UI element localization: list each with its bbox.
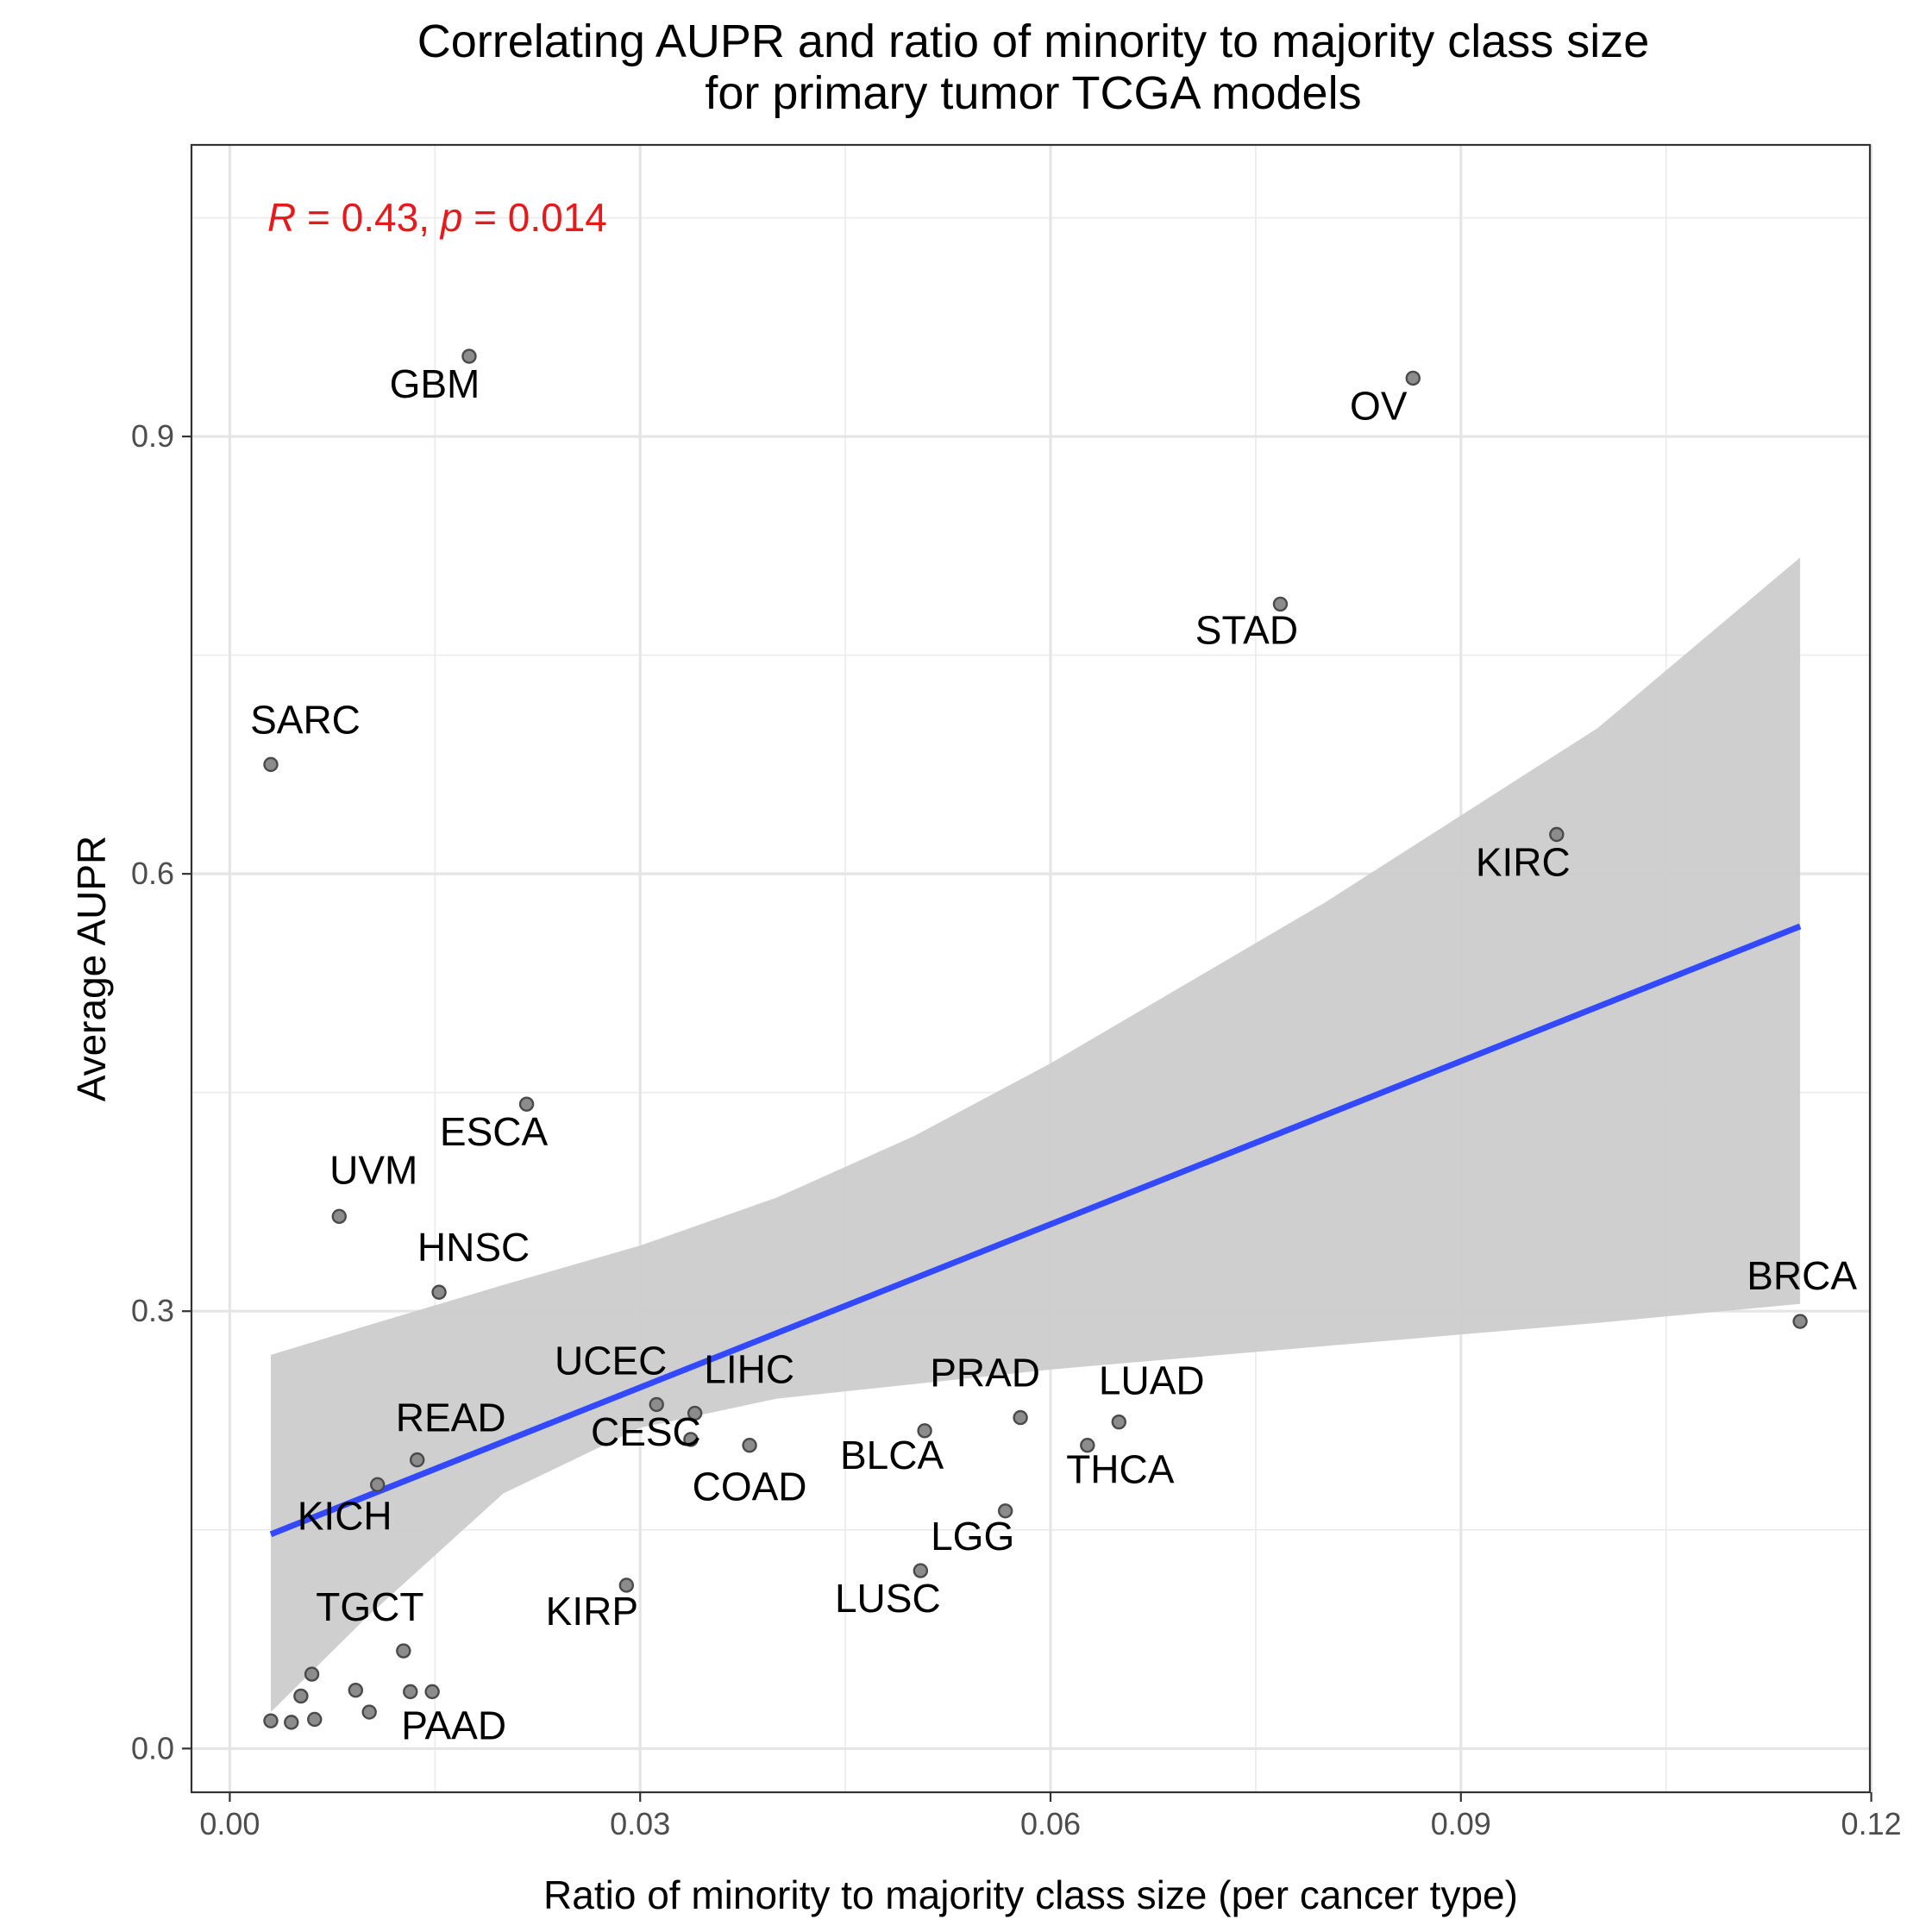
data-point — [742, 1438, 757, 1453]
point-label-lgg: LGG — [931, 1514, 1014, 1559]
data-point — [396, 1643, 411, 1659]
point-label-kirc: KIRC — [1476, 839, 1571, 884]
y-tick-label: 0.3 — [131, 1293, 174, 1328]
point-label-hnsc: HNSC — [417, 1225, 530, 1270]
data-point — [917, 1423, 932, 1439]
data-point — [618, 1578, 635, 1593]
y-axis-title: Average AUPR — [69, 836, 114, 1102]
data-point — [1111, 1414, 1126, 1430]
x-tick-label: 0.12 — [1841, 1806, 1902, 1841]
data-point — [361, 1704, 377, 1720]
point-label-ucec: UCEC — [555, 1338, 667, 1383]
point-label-read: READ — [396, 1396, 506, 1440]
data-point — [263, 756, 279, 773]
point-label-stad: STAD — [1195, 607, 1298, 652]
point-label-paad: PAAD — [401, 1703, 506, 1747]
point-label-brca: BRCA — [1747, 1253, 1857, 1298]
y-tick-label: 0.6 — [131, 856, 174, 891]
point-label-sarc: SARC — [250, 697, 361, 742]
points-group — [263, 348, 1808, 1730]
data-point — [424, 1684, 440, 1700]
data-point — [1405, 370, 1421, 386]
data-point — [431, 1284, 447, 1300]
point-label-kirp: KIRP — [546, 1589, 638, 1634]
r-symbol: R — [267, 195, 296, 240]
point-label-prad: PRAD — [930, 1351, 1040, 1396]
data-point — [687, 1405, 703, 1421]
chart-title-line-2: for primary tumor TCGA models — [705, 67, 1361, 119]
r-value: = 0.43, — [296, 195, 441, 240]
point-label-lusc: LUSC — [835, 1576, 941, 1621]
data-point — [683, 1432, 699, 1447]
point-label-kich: KICH — [298, 1493, 392, 1538]
data-point — [1272, 596, 1289, 612]
data-point — [293, 1688, 309, 1704]
fit-line-group — [269, 923, 1802, 1538]
point-label-cesc: CESC — [591, 1409, 701, 1454]
point-label-uvm: UVM — [329, 1147, 417, 1192]
point-label-coad: COAD — [693, 1465, 807, 1509]
data-point — [348, 1682, 364, 1698]
x-tick-label: 0.06 — [1020, 1806, 1081, 1841]
data-point — [1080, 1438, 1095, 1453]
p-symbol: p — [439, 195, 463, 240]
point-label-gbm: GBM — [390, 361, 480, 406]
x-tick-label: 0.09 — [1431, 1806, 1491, 1841]
data-point — [1792, 1314, 1808, 1329]
x-tick-label: 0.03 — [610, 1806, 670, 1841]
y-tick-label: 0.0 — [131, 1730, 174, 1766]
data-point — [1013, 1409, 1028, 1426]
data-point — [331, 1208, 347, 1225]
data-point — [518, 1096, 535, 1112]
point-label-luad: LUAD — [1099, 1358, 1205, 1403]
x-tick-label: 0.00 — [199, 1806, 260, 1841]
regression-line — [269, 923, 1802, 1538]
data-point — [304, 1666, 320, 1682]
confidence-band — [270, 557, 1801, 1713]
x-axis-title: Ratio of minority to majority class size… — [543, 1872, 1518, 1917]
point-label-blca: BLCA — [840, 1433, 944, 1477]
confidence-band-group — [270, 557, 1801, 1713]
data-point — [284, 1715, 299, 1730]
data-point — [409, 1452, 425, 1468]
y-tick-label: 0.9 — [131, 418, 174, 454]
data-point — [461, 348, 477, 364]
point-label-esca: ESCA — [440, 1109, 549, 1154]
data-point — [997, 1503, 1013, 1519]
plot-border — [190, 143, 1872, 1794]
data-point — [263, 1713, 279, 1728]
point-label-thca: THCA — [1066, 1447, 1175, 1492]
x-axis: 0.00 0.03 0.06 0.09 0.12 — [199, 1792, 1902, 1841]
data-point — [913, 1563, 929, 1578]
correlation-annotation: R = 0.43, p = 0.014 — [267, 195, 607, 240]
chart-title-line-1: Correlating AUPR and ratio of minority t… — [417, 16, 1650, 67]
y-axis: 0.0 0.3 0.6 0.9 — [131, 418, 191, 1766]
data-point — [307, 1711, 323, 1728]
data-point — [649, 1396, 664, 1413]
data-point — [369, 1477, 386, 1493]
point-label-lihc: LIHC — [704, 1347, 794, 1392]
point-label-tgct: TGCT — [316, 1584, 423, 1629]
data-point — [1549, 826, 1565, 843]
point-label-ov: OV — [1350, 383, 1408, 428]
p-value: = 0.014 — [462, 195, 607, 240]
data-point — [403, 1684, 418, 1700]
